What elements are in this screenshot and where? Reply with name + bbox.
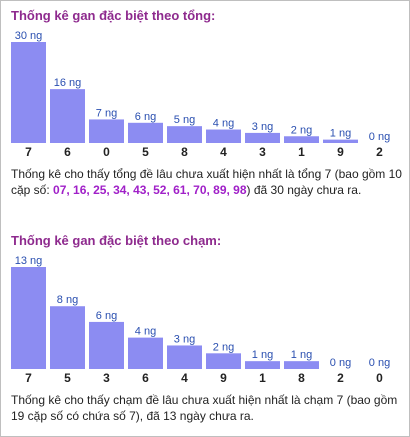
bar-6 <box>50 89 85 143</box>
category-label: 5 <box>64 371 71 385</box>
bar-value-label: 3 ng <box>174 333 195 345</box>
description-tong-numbers: 07, 16, 25, 34, 43, 52, 61, 70, 89, 98 <box>53 183 247 197</box>
category-label: 0 <box>376 371 383 385</box>
section-title-cham: Thống kê gan đặc biệt theo chạm: <box>11 233 222 248</box>
bar-value-label: 0 ng <box>369 357 390 369</box>
category-label: 4 <box>181 371 188 385</box>
bar-8 <box>167 126 202 143</box>
chart-gan-theo-tong: 30 ng 7 16 ng 6 7 ng 0 6 ng 5 5 ng 8 4 ng 4 3 ng 3 2 n… <box>11 30 390 158</box>
category-label: 0 <box>103 145 110 158</box>
description-cham: Thống kê cho thấy chạm đề lâu chưa xuất … <box>11 393 398 423</box>
chart-gan-theo-cham: 13 ng 7 8 ng 5 6 ng 3 4 ng 6 3 ng 4 2 ng 9 1 ng 1 1 ng… <box>11 255 390 385</box>
description-tong-text-end: ) đã 30 ngày chưa ra. <box>246 183 362 197</box>
bar-0 <box>89 119 124 143</box>
bar-7 <box>11 42 46 143</box>
bar-value-label: 13 ng <box>15 255 43 267</box>
bar-5 <box>50 306 85 369</box>
category-label: 2 <box>376 145 383 158</box>
section-title-tong: Thống kê gan đặc biệt theo tổng: <box>11 8 216 23</box>
category-label: 7 <box>25 145 32 158</box>
bar-value-label: 2 ng <box>291 124 312 136</box>
bar-value-label: 0 ng <box>369 131 390 143</box>
category-label: 5 <box>142 145 149 158</box>
bar-value-label: 4 ng <box>135 326 156 338</box>
category-label: 1 <box>259 371 266 385</box>
bar-value-label: 1 ng <box>252 349 273 361</box>
description-tong-text-start: Thống kê cho thấy tổng đề lâu chưa xuất … <box>11 167 402 197</box>
category-label: 6 <box>64 145 71 158</box>
category-label: 4 <box>220 145 227 158</box>
category-label: 8 <box>298 371 305 385</box>
bar-4 <box>206 129 241 143</box>
bar-value-label: 7 ng <box>96 107 117 119</box>
category-label: 3 <box>259 145 266 158</box>
bar-value-label: 8 ng <box>57 294 78 306</box>
bar-3 <box>89 321 124 369</box>
bar-6 <box>128 337 163 369</box>
category-label: 7 <box>25 371 32 385</box>
bar-8 <box>284 361 319 369</box>
bar-4 <box>167 345 202 369</box>
bar-value-label: 6 ng <box>135 111 156 123</box>
description-tong: Thống kê cho thấy tổng đề lâu chưa xuất … <box>11 166 403 198</box>
bar-value-label: 1 ng <box>330 128 351 140</box>
bar-value-label: 2 ng <box>213 341 234 353</box>
category-label: 2 <box>337 371 344 385</box>
bar-value-label: 30 ng <box>15 30 43 42</box>
bar-value-label: 3 ng <box>252 121 273 133</box>
bar-1 <box>245 361 280 369</box>
category-label: 8 <box>181 145 188 158</box>
bar-value-label: 0 ng <box>330 357 351 369</box>
bar-value-label: 16 ng <box>54 77 82 89</box>
bar-value-label: 6 ng <box>96 310 117 322</box>
bar-9 <box>206 353 241 369</box>
bar-value-label: 1 ng <box>291 349 312 361</box>
category-label: 3 <box>103 371 110 385</box>
bar-7 <box>11 267 46 369</box>
bar-value-label: 5 ng <box>174 114 195 126</box>
bar-5 <box>128 122 163 143</box>
category-label: 6 <box>142 371 149 385</box>
bar-value-label: 4 ng <box>213 118 234 130</box>
bar-9 <box>323 139 358 143</box>
category-label: 9 <box>220 371 227 385</box>
category-label: 1 <box>298 145 305 158</box>
bar-3 <box>245 132 280 143</box>
category-label: 9 <box>337 145 344 158</box>
bar-1 <box>284 136 319 143</box>
